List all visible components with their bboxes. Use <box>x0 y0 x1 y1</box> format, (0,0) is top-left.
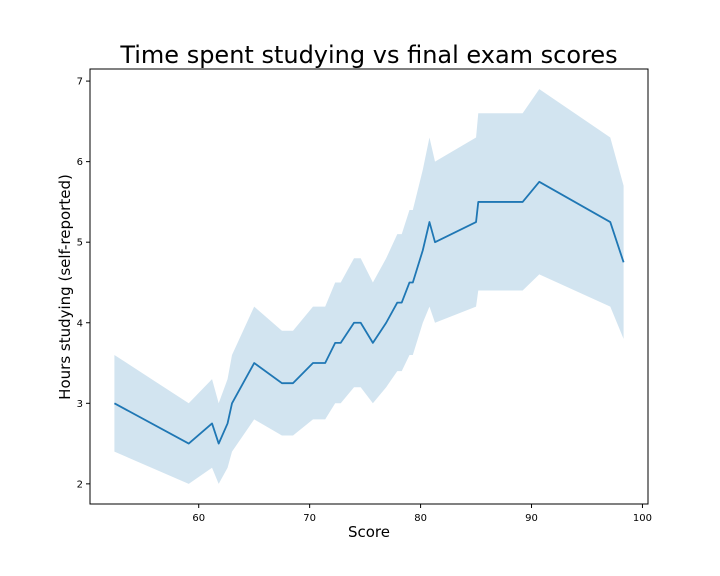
x-axis-label: Score <box>348 523 390 541</box>
y-tick-label: 5 <box>77 238 83 249</box>
y-tick-label: 4 <box>77 318 83 329</box>
y-axis: 2 3 4 5 6 7 <box>77 77 90 490</box>
y-tick-label: 3 <box>77 399 83 410</box>
chart-title: Time spent studying vs final exam scores <box>119 41 617 69</box>
x-tick-label: 80 <box>414 513 427 524</box>
x-tick-label: 60 <box>192 513 205 524</box>
plot-area <box>89 68 649 505</box>
y-tick-label: 7 <box>77 77 83 88</box>
y-tick-label: 2 <box>77 479 83 490</box>
x-tick-label: 70 <box>303 513 316 524</box>
confidence-band <box>114 89 624 484</box>
x-tick-label: 90 <box>525 513 538 524</box>
plot-frame <box>89 68 649 505</box>
x-tick-label: 100 <box>633 513 652 524</box>
y-tick-label: 6 <box>77 157 83 168</box>
x-axis: 60 70 80 90 100 <box>192 504 652 524</box>
y-axis-label: Hours studying (self-reported) <box>56 174 74 400</box>
series-line <box>113 180 625 445</box>
